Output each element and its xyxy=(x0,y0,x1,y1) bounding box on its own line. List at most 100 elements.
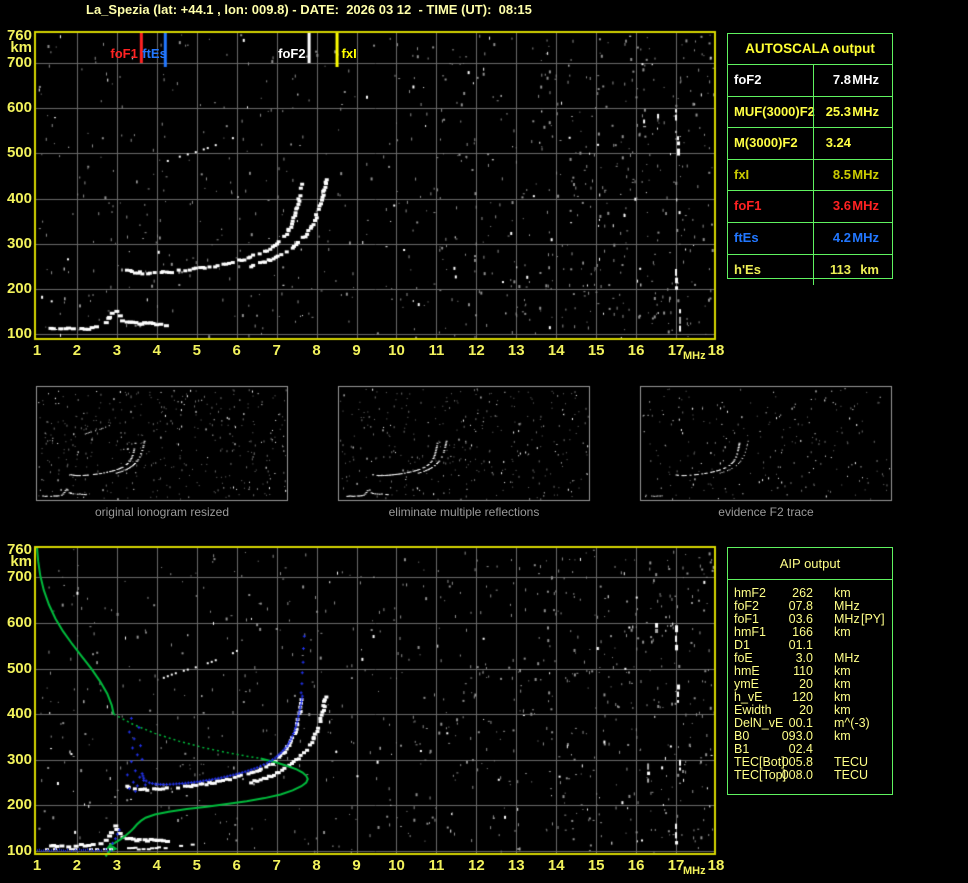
x-tick-label: 6 xyxy=(232,342,241,359)
aip-row-DelN_vE: DelN_vE 00.1 m^(-3) xyxy=(728,717,892,730)
y-axis-label-km: km xyxy=(10,553,32,571)
param-unit: km xyxy=(834,703,851,717)
aip-row-h_vE: h_vE 120 km xyxy=(728,691,892,704)
y-tick-label: 300 xyxy=(6,750,32,768)
param-value-cell: 3.24 xyxy=(813,128,893,159)
param-label: TEC[Top] xyxy=(734,768,787,782)
param-unit: MHz xyxy=(834,651,860,665)
param-value: 20 xyxy=(799,703,813,717)
thumbnail-caption-eliminate: eliminate multiple reflections xyxy=(388,505,540,519)
param-label: foE xyxy=(734,651,753,665)
x-tick-label: 8 xyxy=(312,342,321,359)
param-value: 02.4 xyxy=(788,742,813,756)
aip-row-foF2: foF2 07.8 MHz xyxy=(728,600,892,613)
x-tick-label: 10 xyxy=(388,857,405,874)
param-label: hmE xyxy=(734,664,760,678)
autoscala-row-MUF(3000)F2: MUF(3000)F2 25.3 MHz xyxy=(728,96,893,129)
x-tick-label: 18 xyxy=(707,857,725,874)
x-tick-label: 5 xyxy=(192,342,201,359)
x-tick-label: 6 xyxy=(232,857,241,874)
marker-label-fxI: fxI xyxy=(341,46,357,61)
x-tick-label: 4 xyxy=(152,342,161,359)
aip-table-body: hmF2 262 km foF2 07.8 MHz foF1 03.6 MHz [PY] hmF1 1… xyxy=(728,580,892,782)
param-label: MUF(3000)F2 xyxy=(734,103,815,119)
x-tick-label: 14 xyxy=(547,857,565,874)
param-unit: MHz xyxy=(834,599,860,613)
aip-row-ymE: ymE 20 km xyxy=(728,678,892,691)
x-tick-label: 8 xyxy=(312,857,321,874)
autoscala-row-ftEs: ftEs 4.2 MHz xyxy=(728,222,892,255)
param-value-cell: 25.3 MHz xyxy=(813,96,893,128)
param-value: 093.0 xyxy=(781,729,813,743)
param-value: 00.1 xyxy=(788,716,813,730)
param-label: Ewidth xyxy=(734,703,772,717)
y-tick-label: 200 xyxy=(6,279,32,297)
x-tick-label: 15 xyxy=(587,342,605,359)
y-tick-label: 100 xyxy=(6,325,32,342)
param-value: 008.0 xyxy=(781,768,813,782)
x-tick-label: 9 xyxy=(352,342,361,359)
param-unit: km xyxy=(834,729,851,743)
param-label: M(3000)F2 xyxy=(734,135,798,151)
param-label: hmF1 xyxy=(734,625,766,639)
autoscala-row-h'Es: h'Es 113 km xyxy=(728,254,893,286)
x-tick-label: 17 xyxy=(667,342,685,359)
x-tick-label: 5 xyxy=(192,857,201,874)
y-axis-label-760: 760 xyxy=(6,541,32,559)
param-unit: km xyxy=(834,690,851,704)
x-tick-label: 12 xyxy=(467,857,485,874)
autoscala-table-body: foF2 7.8 MHz MUF(3000)F2 25.3 MHz M(3000)F2 3.2… xyxy=(728,65,893,286)
param-label: hmF2 xyxy=(734,586,766,600)
y-tick-label: 500 xyxy=(6,144,32,162)
param-unit: MHz xyxy=(852,72,879,87)
param-value: 25.3 xyxy=(825,103,851,119)
param-value-cell: 3.6 MHz xyxy=(813,191,893,222)
param-value-cell: 113 km xyxy=(813,254,893,286)
param-label: B0 xyxy=(734,729,750,743)
param-label: foF1 xyxy=(734,198,762,214)
y-tick-label: 700 xyxy=(6,568,32,586)
thumbnail-caption-original: original ionogram resized xyxy=(94,505,230,519)
param-label: h'Es xyxy=(734,261,761,277)
x-tick-label: 7 xyxy=(272,857,281,874)
param-label: DelN_vE xyxy=(734,716,784,730)
x-tick-label: 16 xyxy=(627,342,645,359)
param-value: 7.8 xyxy=(832,72,851,87)
x-tick-label: 10 xyxy=(388,342,405,359)
param-value: 01.1 xyxy=(788,638,813,652)
aip-row-Ewidth: Ewidth 20 km xyxy=(728,704,892,717)
y-tick-label: 100 xyxy=(6,842,32,859)
y-tick-label: 500 xyxy=(6,659,32,677)
param-unit: m^(-3) xyxy=(834,716,870,730)
aip-row-TEC[Top]: TEC[Top] 008.0 TECU xyxy=(728,769,892,782)
param-unit: MHz xyxy=(852,229,879,245)
param-unit: km xyxy=(834,586,851,600)
y-tick-label: 600 xyxy=(6,99,32,117)
x-tick-label: 11 xyxy=(428,857,445,874)
x-tick-label: 3 xyxy=(112,342,122,359)
param-value: 110 xyxy=(793,664,813,678)
aip-row-hmE: hmE 110 km xyxy=(728,665,892,678)
param-label: TEC[Bot] xyxy=(734,755,785,769)
y-axis-label-760: 760 xyxy=(6,27,32,44)
autoscala-row-M(3000)F2: M(3000)F2 3.24 xyxy=(728,128,892,160)
param-value: 07.8 xyxy=(788,599,813,613)
x-tick-label: 14 xyxy=(547,342,565,359)
param-value-cell: 7.8 MHz xyxy=(813,65,893,96)
x-tick-label: 1 xyxy=(32,857,42,874)
marker-label-foF2: foF2 xyxy=(278,46,306,61)
aip-table-header: AIP output xyxy=(728,548,892,580)
y-tick-label: 600 xyxy=(6,614,32,631)
param-value: 166 xyxy=(792,625,813,639)
param-label: h_vE xyxy=(734,690,763,704)
param-value: 262 xyxy=(792,586,813,600)
param-unit: MHz xyxy=(852,103,879,119)
param-unit: km xyxy=(834,625,851,639)
x-tick-label: 2 xyxy=(72,342,82,359)
autoscala-row-fxI: fxI 8.5 MHz xyxy=(728,159,892,192)
param-value: 20 xyxy=(799,677,813,691)
param-unit: km xyxy=(860,261,879,277)
autoscala-output-table: AUTOSCALA output foF2 7.8 MHz MUF(3000)F2 25… xyxy=(727,33,893,286)
